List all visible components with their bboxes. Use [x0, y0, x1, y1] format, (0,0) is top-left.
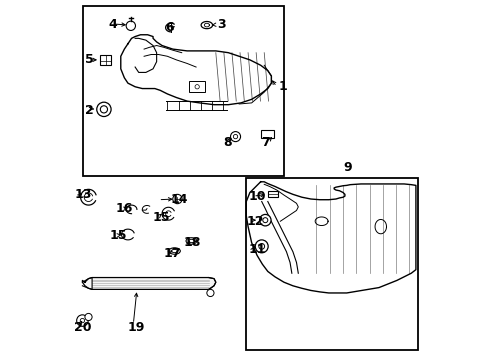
Text: 13: 13 [74, 188, 91, 201]
Text: 15: 15 [110, 229, 127, 242]
Bar [260, 130, 274, 138]
Text: 3: 3 [217, 18, 226, 31]
Circle shape [172, 194, 182, 204]
Text: 16: 16 [115, 202, 133, 215]
Circle shape [100, 106, 107, 113]
Text: 9: 9 [343, 161, 351, 174]
Bar [246, 178, 418, 350]
Circle shape [97, 102, 111, 117]
Text: 17: 17 [163, 247, 181, 260]
Text: 7: 7 [260, 136, 269, 149]
Ellipse shape [171, 249, 178, 253]
Circle shape [255, 240, 267, 253]
Text: 6: 6 [165, 21, 174, 34]
Circle shape [77, 315, 88, 326]
Text: 19: 19 [128, 320, 145, 333]
Text: 11: 11 [248, 243, 266, 256]
Ellipse shape [188, 239, 194, 243]
Text: 2: 2 [85, 104, 94, 117]
Circle shape [126, 21, 135, 31]
Circle shape [233, 134, 237, 139]
Text: 5: 5 [85, 53, 94, 66]
Text: 15: 15 [153, 211, 170, 224]
Bar [100, 55, 111, 64]
Text: 14: 14 [171, 193, 188, 206]
Text: 20: 20 [74, 320, 91, 333]
Text: 1: 1 [278, 80, 287, 93]
Text: 12: 12 [246, 215, 263, 228]
Bar [267, 191, 277, 197]
Bar [83, 6, 284, 176]
Ellipse shape [185, 238, 196, 244]
Bar [188, 81, 204, 92]
Circle shape [85, 314, 92, 320]
Text: 8: 8 [223, 136, 231, 149]
Circle shape [258, 243, 264, 249]
Text: 4: 4 [108, 18, 117, 31]
Circle shape [195, 85, 199, 89]
Circle shape [206, 289, 214, 297]
Circle shape [230, 132, 240, 141]
Ellipse shape [168, 248, 180, 254]
Circle shape [80, 319, 84, 323]
Text: 10: 10 [248, 190, 266, 203]
Circle shape [259, 215, 270, 226]
Polygon shape [82, 278, 215, 289]
Text: 18: 18 [183, 236, 201, 249]
Circle shape [262, 218, 267, 223]
